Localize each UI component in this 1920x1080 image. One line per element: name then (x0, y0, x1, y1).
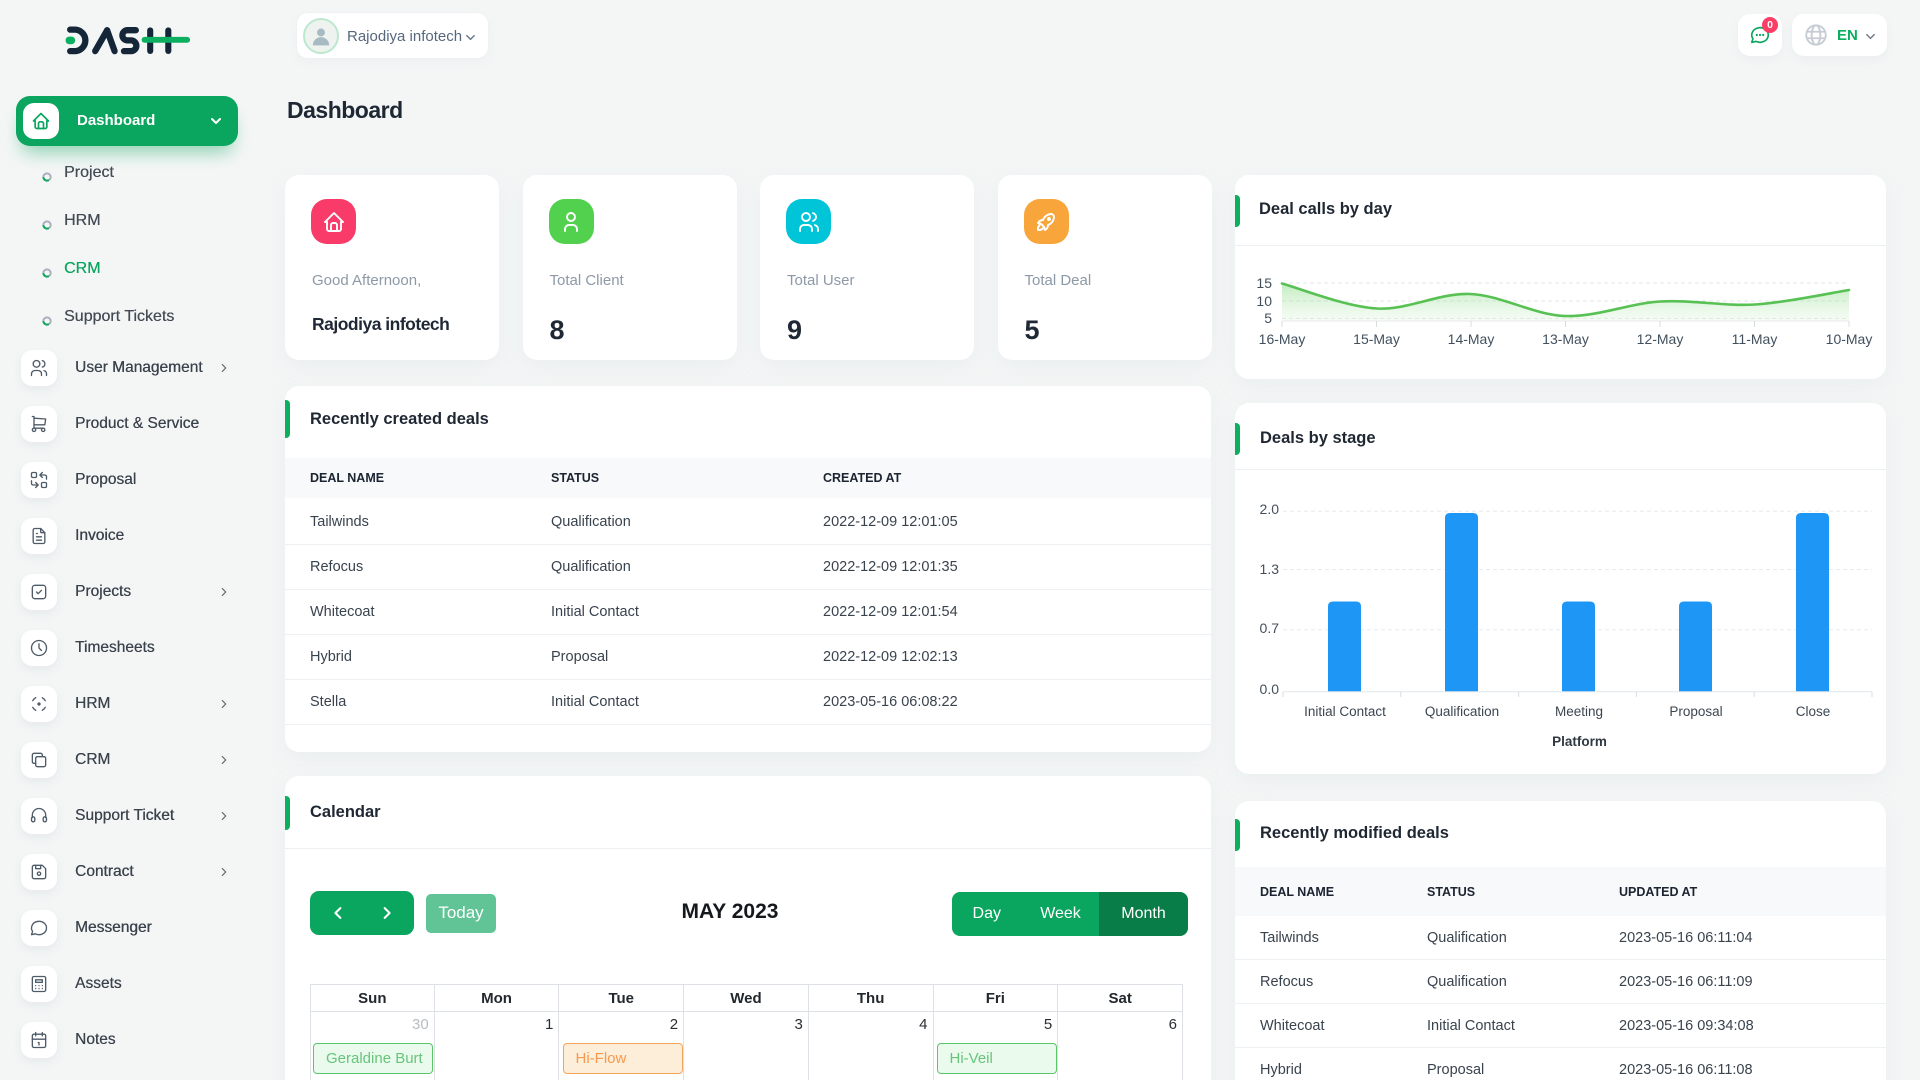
svg-text:14-May: 14-May (1448, 331, 1495, 347)
svg-text:Proposal: Proposal (1669, 704, 1722, 719)
svg-text:5: 5 (1264, 310, 1272, 326)
svg-text:0.7: 0.7 (1260, 620, 1280, 636)
svg-text:Close: Close (1796, 704, 1831, 719)
svg-text:15: 15 (1256, 275, 1272, 291)
svg-text:2.0: 2.0 (1260, 501, 1280, 517)
svg-text:15-May: 15-May (1353, 331, 1400, 347)
svg-text:Qualification: Qualification (1425, 704, 1499, 719)
svg-text:1.3: 1.3 (1260, 561, 1280, 577)
svg-text:Meeting: Meeting (1555, 704, 1603, 719)
svg-text:10: 10 (1256, 293, 1272, 309)
svg-text:Initial Contact: Initial Contact (1304, 704, 1386, 719)
svg-text:16-May: 16-May (1259, 331, 1306, 347)
svg-text:12-May: 12-May (1637, 331, 1684, 347)
svg-text:Platform: Platform (1552, 734, 1607, 749)
svg-text:10-May: 10-May (1826, 331, 1873, 347)
svg-text:0.0: 0.0 (1260, 681, 1280, 697)
svg-text:11-May: 11-May (1732, 331, 1778, 347)
svg-text:13-May: 13-May (1542, 331, 1589, 347)
